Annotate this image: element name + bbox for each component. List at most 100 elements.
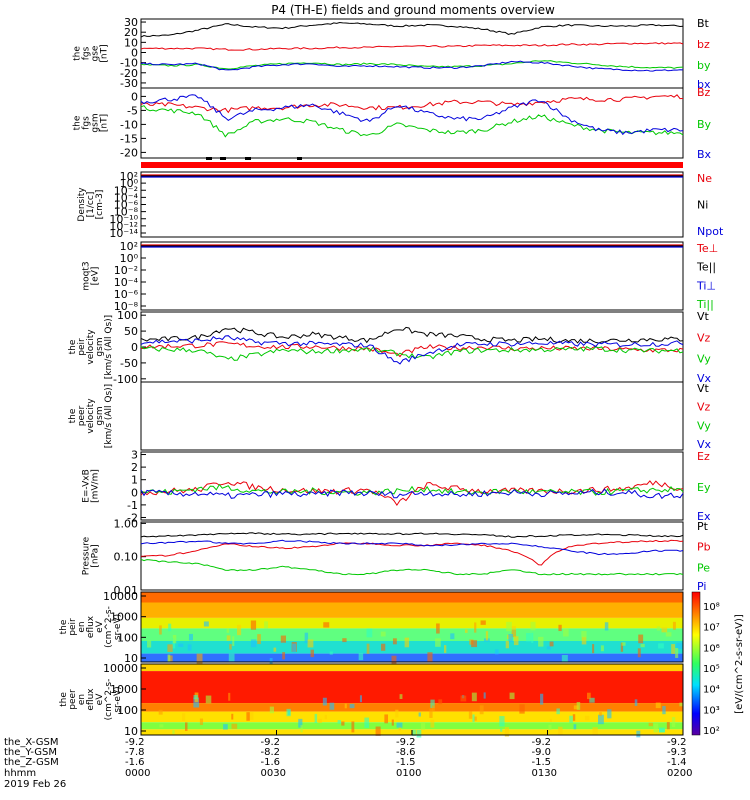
- heatmap-cell: [420, 723, 426, 730]
- panel-frame: [140, 591, 684, 663]
- series-line-Vz: [140, 341, 684, 358]
- heatmap-cell: [599, 712, 602, 716]
- flag-mark: [297, 157, 302, 160]
- y-tick-label: -1: [127, 499, 138, 512]
- heatmap-cell: [573, 724, 577, 730]
- heatmap-cell: [672, 621, 676, 630]
- heatmap-cell: [322, 697, 327, 706]
- y-tick-label: 10: [124, 725, 138, 738]
- heatmap-cell: [418, 712, 421, 717]
- y-tick-label: 10: [124, 652, 138, 665]
- y-axis-label-line: velocity: [86, 329, 96, 365]
- heatmap-cell: [485, 631, 489, 641]
- y-axis-label-line: [nT]: [100, 114, 110, 132]
- heatmap-cell: [604, 622, 609, 631]
- heatmap-cell: [250, 639, 257, 648]
- series-line-Pe: [140, 558, 684, 576]
- x-row-label: 2019 Feb 26: [4, 779, 66, 790]
- y-tick-label: 2: [131, 461, 138, 474]
- heatmap-cell: [384, 714, 389, 724]
- y-axis-label-line: the: [73, 115, 83, 130]
- y-axis-label: moqt3 [eV]: [82, 261, 101, 290]
- y-tick-label: -20: [120, 67, 138, 80]
- y-tick-label: 10⁻⁶: [114, 288, 139, 301]
- heatmap-cell: [483, 692, 486, 699]
- heatmap-cell: [351, 721, 355, 733]
- colorbar-tick-label: 10⁷: [703, 623, 720, 634]
- colorbar-label: [eV/(cm^2-s-sr-eV)]: [734, 614, 745, 714]
- legend-Vz: Vz: [697, 401, 711, 414]
- heatmap-cell: [511, 626, 516, 630]
- y-axis-label-line: peir: [77, 338, 87, 356]
- y-axis-label-line: peer: [77, 405, 87, 426]
- heatmap-cell: [292, 643, 297, 653]
- x-tick-value: -9.2: [125, 737, 145, 748]
- legend-Te⊥: Te⊥: [696, 242, 718, 255]
- heatmap-cell: [474, 716, 477, 721]
- x-tick-value: 0100: [396, 768, 421, 779]
- heatmap-cell: [226, 635, 231, 641]
- heatmap-cell: [509, 692, 515, 700]
- heatmap-cell: [273, 647, 277, 652]
- y-axis-label-line: the: [68, 408, 78, 423]
- heatmap-cell: [159, 724, 164, 728]
- heatmap-cell: [193, 694, 198, 700]
- heatmap-cell: [658, 728, 665, 733]
- heatmap-cell: [237, 624, 242, 636]
- y-tick-label: 30: [124, 16, 138, 29]
- y-axis-label-line: [nPa]: [91, 544, 101, 567]
- y-tick-label: 10000: [103, 590, 138, 603]
- heatmap-cell: [443, 645, 447, 653]
- heatmap-cell: [499, 716, 505, 727]
- heatmap-cell: [436, 623, 440, 634]
- y-axis-label-line: [cm-3]: [95, 190, 105, 220]
- heatmap-band: [141, 653, 683, 662]
- heatmap-band: [141, 664, 683, 672]
- heatmap-cell: [304, 632, 309, 644]
- heatmap-cell: [226, 628, 229, 633]
- heatmap-cell: [494, 649, 499, 655]
- legend-Te||: Te||: [696, 261, 716, 274]
- heatmap-cell: [468, 711, 473, 719]
- y-tick-label: 1000: [110, 683, 138, 696]
- panel-p9: the peir en eflux eV (cm^2-s-sr-eV) 10000 1000 1…: [59, 590, 684, 666]
- y-axis-label-line: the: [59, 692, 69, 707]
- heatmap-cell: [508, 633, 513, 642]
- heatmap-cell: [172, 634, 177, 644]
- y-axis-label: Pressure [nPa]: [82, 536, 101, 575]
- heatmap-cell: [479, 705, 484, 715]
- y-tick-label: 10⁻⁴: [114, 191, 139, 204]
- heatmap-cell: [324, 714, 327, 720]
- y-axis-label-line: [km/s (All Qs)]: [104, 384, 114, 448]
- legend-Pb: Pb: [697, 541, 711, 554]
- heatmap-cell: [474, 622, 477, 633]
- y-axis-label-line: gse: [91, 45, 101, 61]
- heatmap-cell: [540, 693, 544, 705]
- heatmap-cell: [656, 626, 661, 631]
- y-axis-label-line: [1/cc]: [86, 192, 96, 218]
- y-tick-label: 10⁻¹⁰: [109, 213, 138, 226]
- colorbar-tick-label: 10⁸: [703, 602, 720, 613]
- series-line-Bz: [140, 94, 684, 114]
- heatmap-cell: [264, 621, 269, 629]
- colorbar-tick-label: 10⁵: [703, 664, 720, 675]
- y-axis-label-line: Density: [77, 187, 87, 222]
- y-tick-label: 100: [117, 309, 138, 322]
- heatmap-band: [141, 592, 683, 603]
- heatmap-cell: [228, 692, 231, 701]
- heatmap-cell: [337, 720, 342, 724]
- legend-Bz: Bz: [697, 86, 711, 99]
- heatmap-cell: [199, 718, 204, 726]
- y-tick-label: 3: [131, 449, 138, 462]
- heatmap-cell: [561, 654, 568, 662]
- heatmap-cell: [229, 644, 232, 650]
- y-tick-label: -20: [120, 146, 138, 159]
- heatmap-cell: [671, 644, 676, 654]
- panel-frame: [140, 87, 684, 159]
- heatmap-cell: [581, 636, 587, 645]
- y-tick-label: 10⁻²: [114, 264, 138, 277]
- panel-p8: Pressure [nPa] 1.00 0.10 0.01 Pt Pb Pe Pi: [82, 517, 711, 597]
- heatmap-cell: [549, 718, 552, 722]
- series-line-Pi: [140, 539, 684, 556]
